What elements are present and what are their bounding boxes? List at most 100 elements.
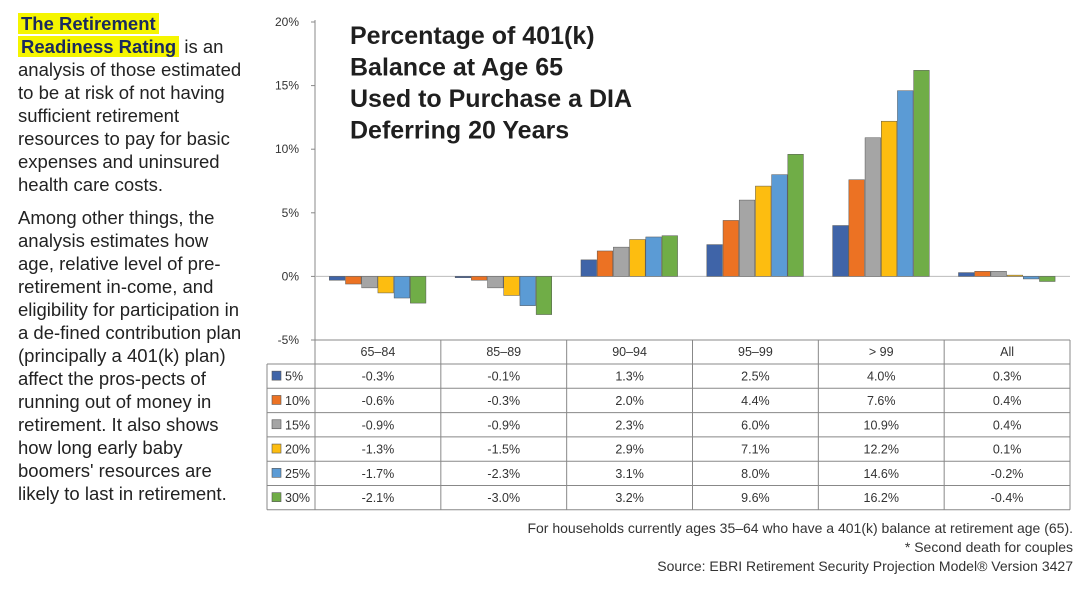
bar-90-94-25 (645, 236, 662, 277)
y-tick-label: 0% (282, 269, 300, 283)
legend-label-5: 5% (285, 370, 303, 384)
y-tick-label: 10% (275, 142, 299, 156)
bar-90-94-20 (629, 239, 646, 277)
category-label-95-99: 95–99 (738, 345, 773, 359)
data-label-65-84-15: -0.9% (362, 418, 395, 432)
data-label-99-20: 12.2% (864, 443, 899, 457)
data-label-99-5: 4.0% (867, 370, 896, 384)
data-label-85-89-10: -0.3% (487, 394, 520, 408)
chart-title-line: Percentage of 401(k) (350, 22, 595, 50)
bar-65-84-20 (377, 276, 394, 294)
data-label-90-94-10: 2.0% (615, 394, 644, 408)
chart-title-line: Used to Purchase a DIA (350, 85, 632, 113)
data-label-85-89-5: -0.1% (487, 370, 520, 384)
data-table: 65–84 85–89 90–94 95–99 > 99 All 5% -0.3% -0.1% 1… (266, 339, 1071, 511)
data-label-65-84-10: -0.6% (362, 394, 395, 408)
data-label-95-99-30: 9.6% (741, 491, 770, 505)
y-axis: 20% 15% 10% 5% 0% -5% (275, 15, 1070, 347)
footnote-households: For households currently ages 35–64 who … (527, 520, 1073, 536)
legend-swatch-20 (271, 443, 282, 454)
bar-65-84-10 (345, 276, 362, 285)
data-label-90-94-5: 1.3% (615, 370, 644, 384)
bar-85-89-30 (535, 276, 553, 315)
legend-label-25: 25% (285, 467, 310, 481)
legend-label-15: 15% (285, 418, 310, 432)
bar-90-94-30 (661, 235, 678, 277)
bar-95-99-25 (771, 174, 788, 277)
y-tick-label: 20% (275, 15, 299, 29)
legend-label-20: 20% (285, 443, 310, 457)
legend-label-10: 10% (285, 394, 310, 408)
y-tick-label: 15% (275, 79, 299, 93)
data-label-90-94-25: 3.1% (615, 467, 644, 481)
sidebar-text: The Retirement Readiness Rating is an ana… (18, 12, 248, 515)
bar-65-84-25 (393, 276, 410, 299)
sidebar-paragraph-2: Among other things, the analysis estimat… (18, 207, 242, 504)
data-label-all-30: -0.4% (991, 491, 1024, 505)
bar-99-5 (832, 225, 849, 277)
bar-90-94-10 (596, 250, 614, 277)
bar-all-20 (1006, 274, 1023, 277)
data-label-85-89-15: -0.9% (487, 418, 520, 432)
data-label-95-99-15: 6.0% (741, 418, 770, 432)
bar-85-89-20 (503, 276, 520, 296)
data-label-all-10: 0.4% (993, 394, 1022, 408)
chart-title-line: Balance at Age 65 (350, 54, 563, 82)
data-label-all-15: 0.4% (993, 418, 1022, 432)
data-label-all-20: 0.1% (993, 443, 1022, 457)
bar-95-99-15 (738, 199, 756, 277)
data-label-65-84-30: -2.1% (362, 491, 395, 505)
bar-99-25 (897, 90, 914, 277)
data-label-95-99-20: 7.1% (741, 443, 770, 457)
bar-all-5 (958, 272, 975, 277)
data-label-85-89-25: -2.3% (487, 467, 520, 481)
highlight-line-2: Readiness Rating (18, 36, 180, 57)
bars (329, 70, 1056, 315)
legend-swatch-15 (271, 419, 282, 430)
bar-65-84-15 (361, 276, 378, 289)
bar-85-89-10 (471, 276, 488, 281)
data-label-90-94-15: 2.3% (615, 418, 644, 432)
bar-90-94-5 (580, 259, 597, 277)
bar-95-99-5 (706, 244, 723, 277)
bar-65-84-5 (329, 276, 346, 281)
data-label-99-15: 10.9% (864, 418, 899, 432)
bar-99-30 (913, 70, 930, 277)
data-label-99-25: 14.6% (864, 467, 899, 481)
legend-swatch-10 (271, 395, 282, 405)
bar-90-94-15 (613, 246, 630, 277)
data-label-90-94-20: 2.9% (615, 443, 644, 457)
data-label-95-99-5: 2.5% (741, 370, 770, 384)
legend-label-30: 30% (285, 491, 310, 505)
y-tick-label: 5% (282, 206, 300, 220)
bar-99-15 (864, 137, 881, 277)
bar-99-20 (881, 120, 898, 277)
bar-85-89-25 (519, 276, 536, 306)
category-label-85-89: 85–89 (486, 345, 521, 359)
data-label-95-99-25: 8.0% (741, 467, 770, 481)
bar-99-10 (848, 179, 865, 277)
data-label-65-84-20: -1.3% (362, 443, 395, 457)
category-label-65-84: 65–84 (361, 345, 396, 359)
sidebar-paragraph-1: The Retirement Readiness Rating is an ana… (18, 12, 248, 196)
bar-all-15 (990, 271, 1007, 277)
footnote-second-death: * Second death for couples (904, 539, 1073, 555)
bar-all-10 (974, 271, 991, 277)
data-label-95-99-10: 4.4% (741, 394, 770, 408)
y-tick-label: -5% (278, 333, 300, 347)
bar-85-89-15 (487, 276, 504, 289)
data-label-85-89-30: -3.0% (487, 491, 520, 505)
chart-title-line: Deferring 20 Years (350, 117, 569, 145)
category-label-all: All (1000, 345, 1014, 359)
footnote-source: Source: EBRI Retirement Security Project… (657, 558, 1073, 574)
data-label-65-84-25: -1.7% (362, 467, 395, 481)
data-label-65-84-5: -0.3% (362, 370, 395, 384)
paragraph-1-text: is an analysis of those estimated to be … (18, 36, 242, 195)
bar-85-89-5 (454, 276, 471, 278)
data-label-all-25: -0.2% (991, 467, 1024, 481)
data-label-99-10: 7.6% (867, 394, 896, 408)
data-label-90-94-30: 3.2% (615, 491, 644, 505)
legend-swatch-25 (271, 468, 282, 478)
category-label-99: > 99 (869, 345, 894, 359)
